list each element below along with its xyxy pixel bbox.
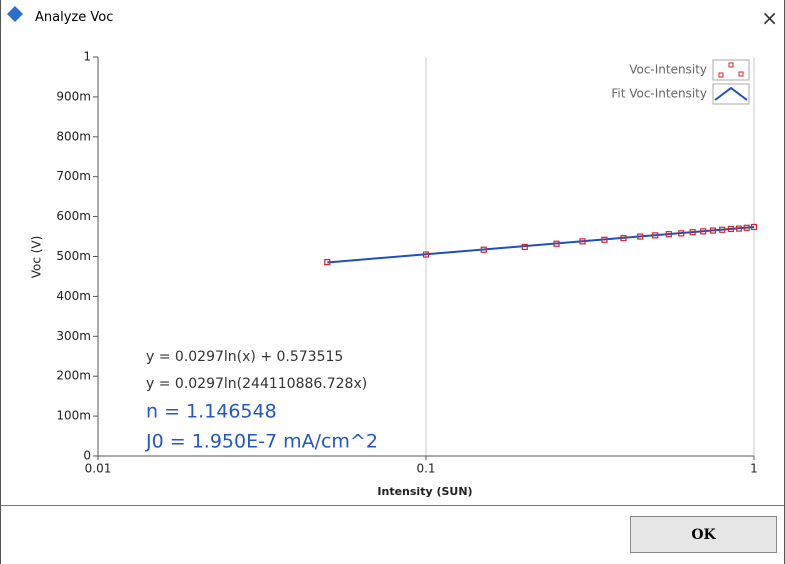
app-icon [7,6,23,22]
y-tick-label: 600m [56,209,91,223]
data-point [719,226,726,233]
annotation: y = 0.0297ln(x) + 0.573515 [146,349,343,365]
y-tick-label: 800m [56,129,91,143]
x-tick-label: 1 [750,462,758,476]
y-tick-label: 100m [56,409,91,423]
annotation: y = 0.0297ln(244110886.728x) [146,376,367,392]
annotation: J0 = 1.950E-7 mA/cm^2 [145,431,378,453]
y-tick-label: 0 [83,449,91,463]
legend-swatch [738,71,744,77]
x-tick-label: 0.01 [85,462,112,476]
data-point [689,229,696,236]
data-point [750,223,758,231]
close-button[interactable]: × [761,6,778,30]
legend-swatch [728,62,734,68]
annotation: n = 1.146548 [146,401,277,423]
legend-swatch-box [712,83,750,105]
window-title: Analyze Voc [35,10,114,25]
x-tick-label: 0.1 [416,462,435,476]
data-point [700,228,707,235]
legend-swatch [714,86,748,101]
data-point [637,233,644,240]
y-tick-label: 200m [56,369,91,383]
ok-button[interactable]: OK [630,516,777,553]
legend-label: Fit Voc-Intensity [611,87,707,101]
y-tick-label: 400m [56,289,91,303]
data-point [735,225,743,232]
data-point [652,232,659,239]
data-point [521,243,528,251]
separator [1,505,784,506]
data-point [553,240,560,247]
data-point [620,235,627,242]
y-tick-label: 500m [56,249,91,263]
data-point [480,246,487,253]
data-point [579,238,586,245]
y-tick-label: 1 [83,50,91,64]
legend-swatch-box [712,59,750,81]
data-point [601,236,608,243]
legend-swatch [718,72,724,78]
data-point [422,251,430,258]
legend-label: Voc-Intensity [629,63,707,77]
y-axis-label: Voc (V) [30,236,44,279]
fit-line [327,225,755,264]
data-point [678,230,685,237]
data-point [665,231,672,238]
data-point [727,225,734,233]
chart: 0.01 0.1 1 0 100m 200m 300m 400m 500m 600m 700m 800… [30,50,758,499]
y-tick-label: 700m [56,169,91,183]
data-point [709,227,717,234]
x-axis-label: Intensity (SUN) [377,485,472,498]
data-point [324,258,331,266]
data-point [743,224,750,231]
y-tick-label: 300m [56,329,91,343]
y-tick-label: 900m [56,89,91,103]
title-bar: Analyze Voc × [1,0,784,34]
